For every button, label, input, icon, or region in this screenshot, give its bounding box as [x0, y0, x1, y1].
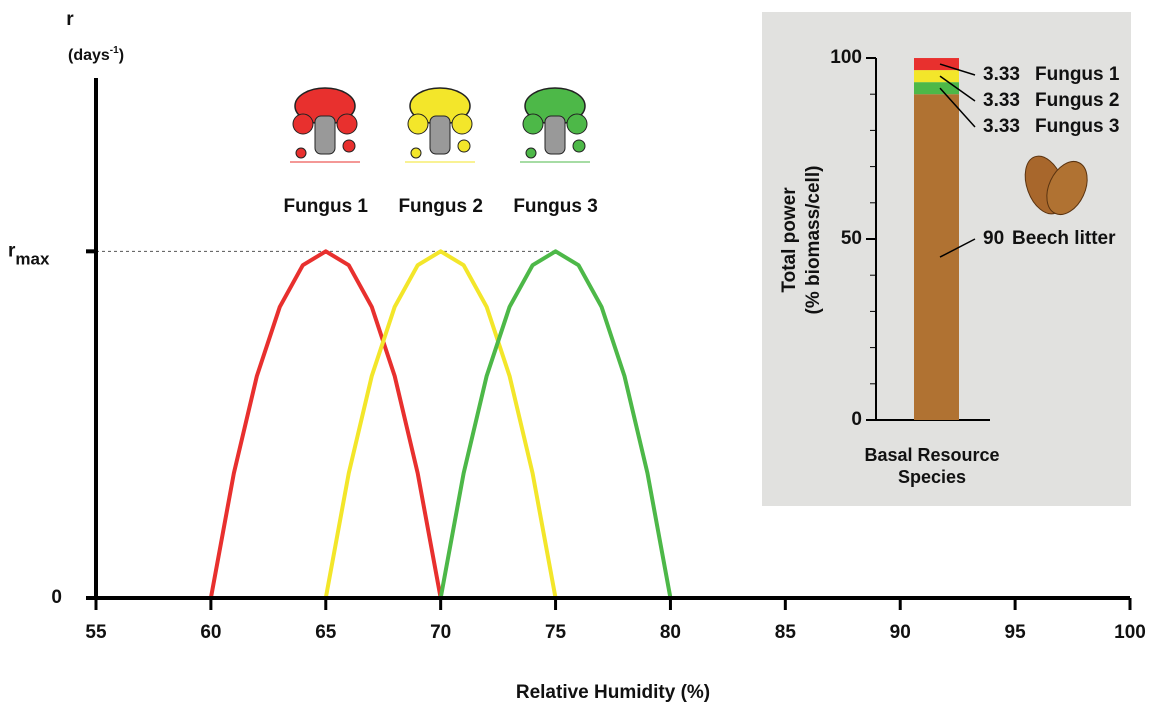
bar-segment — [914, 70, 959, 82]
series-label: Fungus 1 — [1035, 64, 1120, 85]
series-label: Fungus 3 — [1035, 116, 1119, 137]
bar-segment — [914, 94, 959, 420]
x-tick-label: 80 — [660, 622, 681, 643]
x-tick-label: 70 — [430, 622, 451, 643]
legend-label: Fungus 1 — [284, 196, 369, 217]
x-tick-label: 95 — [1005, 622, 1027, 643]
y-axis-unit: (days-1) — [68, 45, 124, 65]
y-axis-label-line: (% biomass/cell) — [803, 166, 824, 315]
chart: 0 rmax 55 60 65 70 75 80 85 90 95 100 Fungus 1 Fungus… — [0, 0, 1151, 710]
y-tick-label: 100 — [830, 47, 862, 68]
y-axis-label-line: Total power — [779, 187, 800, 293]
y-tick-label: 0 — [851, 409, 862, 430]
x-tick-label: 65 — [315, 622, 337, 643]
data-line — [441, 251, 671, 598]
x-tick-label: 75 — [545, 622, 567, 643]
y-axis-label: r — [66, 9, 74, 30]
legend-label: Fungus 2 — [398, 196, 482, 217]
value-label: 3.33 — [983, 90, 1020, 111]
x-tick-label: 85 — [775, 622, 797, 643]
series-label: Beech litter — [1012, 228, 1116, 249]
mushroom-icon — [520, 88, 590, 162]
page: 0 rmax 55 60 65 70 75 80 85 90 95 100 Fungus 1 Fungus… — [0, 0, 1151, 710]
x-axis-label: Relative Humidity (%) — [516, 682, 710, 703]
series-label: Fungus 2 — [1035, 90, 1119, 111]
mushroom-icon — [405, 88, 475, 162]
mushroom-icon — [290, 88, 360, 162]
x-tick-label: 90 — [890, 622, 911, 643]
x-tick-label: 55 — [85, 622, 107, 643]
y-tick-label: 0 — [51, 587, 62, 608]
value-label: 90 — [983, 228, 1004, 249]
data-line — [211, 251, 441, 598]
x-tick-label: 60 — [200, 622, 221, 643]
data-line — [326, 251, 556, 598]
y-tick-label: rmax — [8, 240, 50, 268]
y-tick-label: 50 — [841, 228, 862, 249]
legend-label: Fungus 3 — [513, 196, 597, 217]
value-label: 3.33 — [983, 116, 1020, 137]
value-label: 3.33 — [983, 64, 1020, 85]
x-tick-label: Basal Resource Species — [862, 444, 1002, 488]
x-tick-label: 100 — [1114, 622, 1146, 643]
